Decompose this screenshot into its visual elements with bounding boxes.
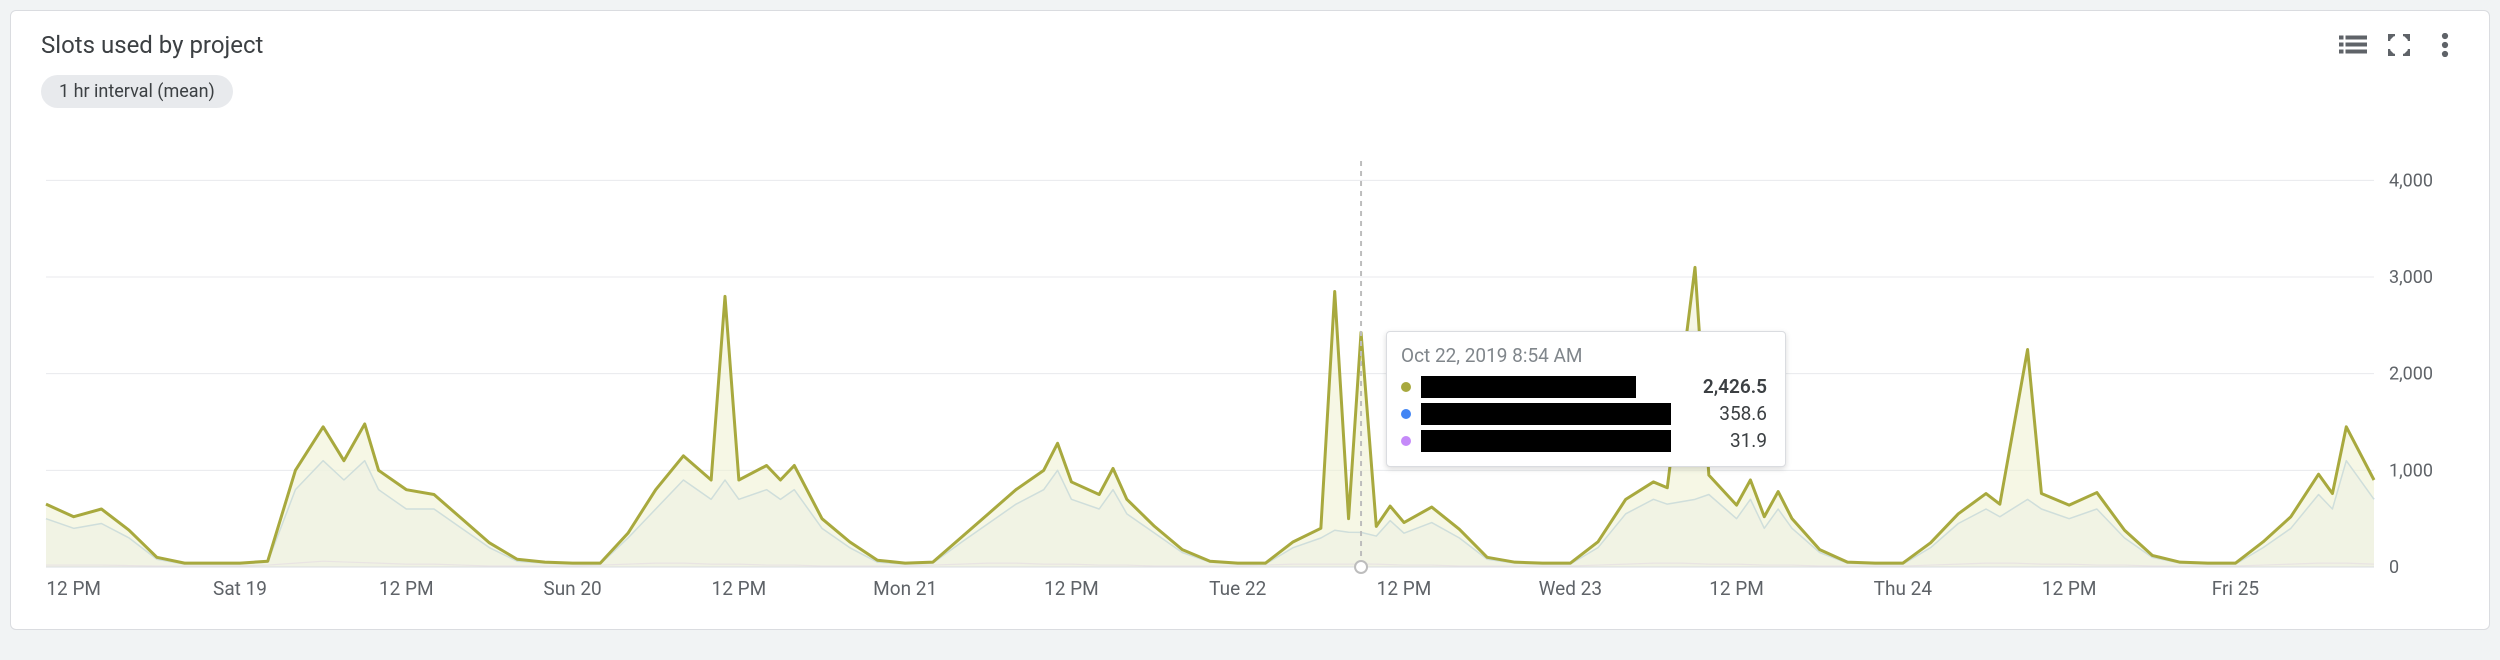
x-tick-label: 12 PM <box>1709 577 1764 600</box>
x-tick-label: 12 PM <box>1044 577 1099 600</box>
x-tick-label: Mon 21 <box>873 577 937 600</box>
y-tick-label: 0 <box>2389 557 2399 578</box>
x-tick-label: 12 PM <box>379 577 434 600</box>
interval-chip[interactable]: 1 hr interval (mean) <box>41 75 233 108</box>
y-tick-label: 2,000 <box>2389 364 2433 385</box>
tooltip-series-label-redacted <box>1421 376 1636 398</box>
chart-toolbar <box>2339 31 2459 59</box>
x-tick-label: Thu 24 <box>1874 577 1933 600</box>
tooltip-value: 31.9 <box>1730 429 1767 452</box>
title-block: Slots used by project 1 hr interval (mea… <box>41 31 263 108</box>
tooltip-swatch <box>1401 436 1411 446</box>
tooltip-timestamp: Oct 22, 2019 8:54 AM <box>1401 344 1767 367</box>
tooltip-swatch <box>1401 382 1411 392</box>
x-tick-label: 12 PM <box>1377 577 1432 600</box>
x-tick-label: Sun 20 <box>543 577 601 600</box>
tooltip-series-label-redacted <box>1421 430 1671 452</box>
x-tick-label: Fri 25 <box>2212 577 2259 600</box>
series-area-series-a <box>46 267 2374 567</box>
legend-toggle-icon[interactable] <box>2339 31 2367 59</box>
x-tick-label: Wed 23 <box>1539 577 1602 600</box>
tooltip-row: 31.9 <box>1401 427 1767 454</box>
tooltip-value: 2,426.5 <box>1703 375 1767 398</box>
y-tick-label: 4,000 <box>2389 170 2433 191</box>
tooltip-value: 358.6 <box>1719 402 1767 425</box>
more-options-icon[interactable] <box>2431 31 2459 59</box>
y-tick-label: 1,000 <box>2389 460 2433 481</box>
chart-plot-area[interactable]: 0 1,000 2,000 3,000 4,000 12 PM Sat 19 12 PM Sun… <box>41 161 2459 609</box>
x-tick-label: Tue 22 <box>1209 577 1266 600</box>
tooltip-row: 2,426.5 <box>1401 373 1767 400</box>
x-tick-label: Sat 19 <box>213 577 267 600</box>
y-tick-label: 3,000 <box>2389 267 2433 288</box>
tooltip-swatch <box>1401 409 1411 419</box>
chart-svg: 0 1,000 2,000 3,000 4,000 12 PM Sat 19 12 PM Sun… <box>41 161 2459 609</box>
card-header: Slots used by project 1 hr interval (mea… <box>41 31 2459 108</box>
tooltip-series-label-redacted <box>1421 403 1671 425</box>
tooltip-row: 358.6 <box>1401 400 1767 427</box>
x-tick-label: 12 PM <box>46 577 101 600</box>
x-tick-label: 12 PM <box>2042 577 2097 600</box>
x-tick-label: 12 PM <box>712 577 767 600</box>
chart-title: Slots used by project <box>41 31 263 59</box>
chart-card: Slots used by project 1 hr interval (mea… <box>10 10 2490 630</box>
hover-tooltip: Oct 22, 2019 8:54 AM 2,426.5 358.6 31.9 <box>1386 331 1786 467</box>
fullscreen-icon[interactable] <box>2385 31 2413 59</box>
hover-marker <box>1355 561 1367 573</box>
